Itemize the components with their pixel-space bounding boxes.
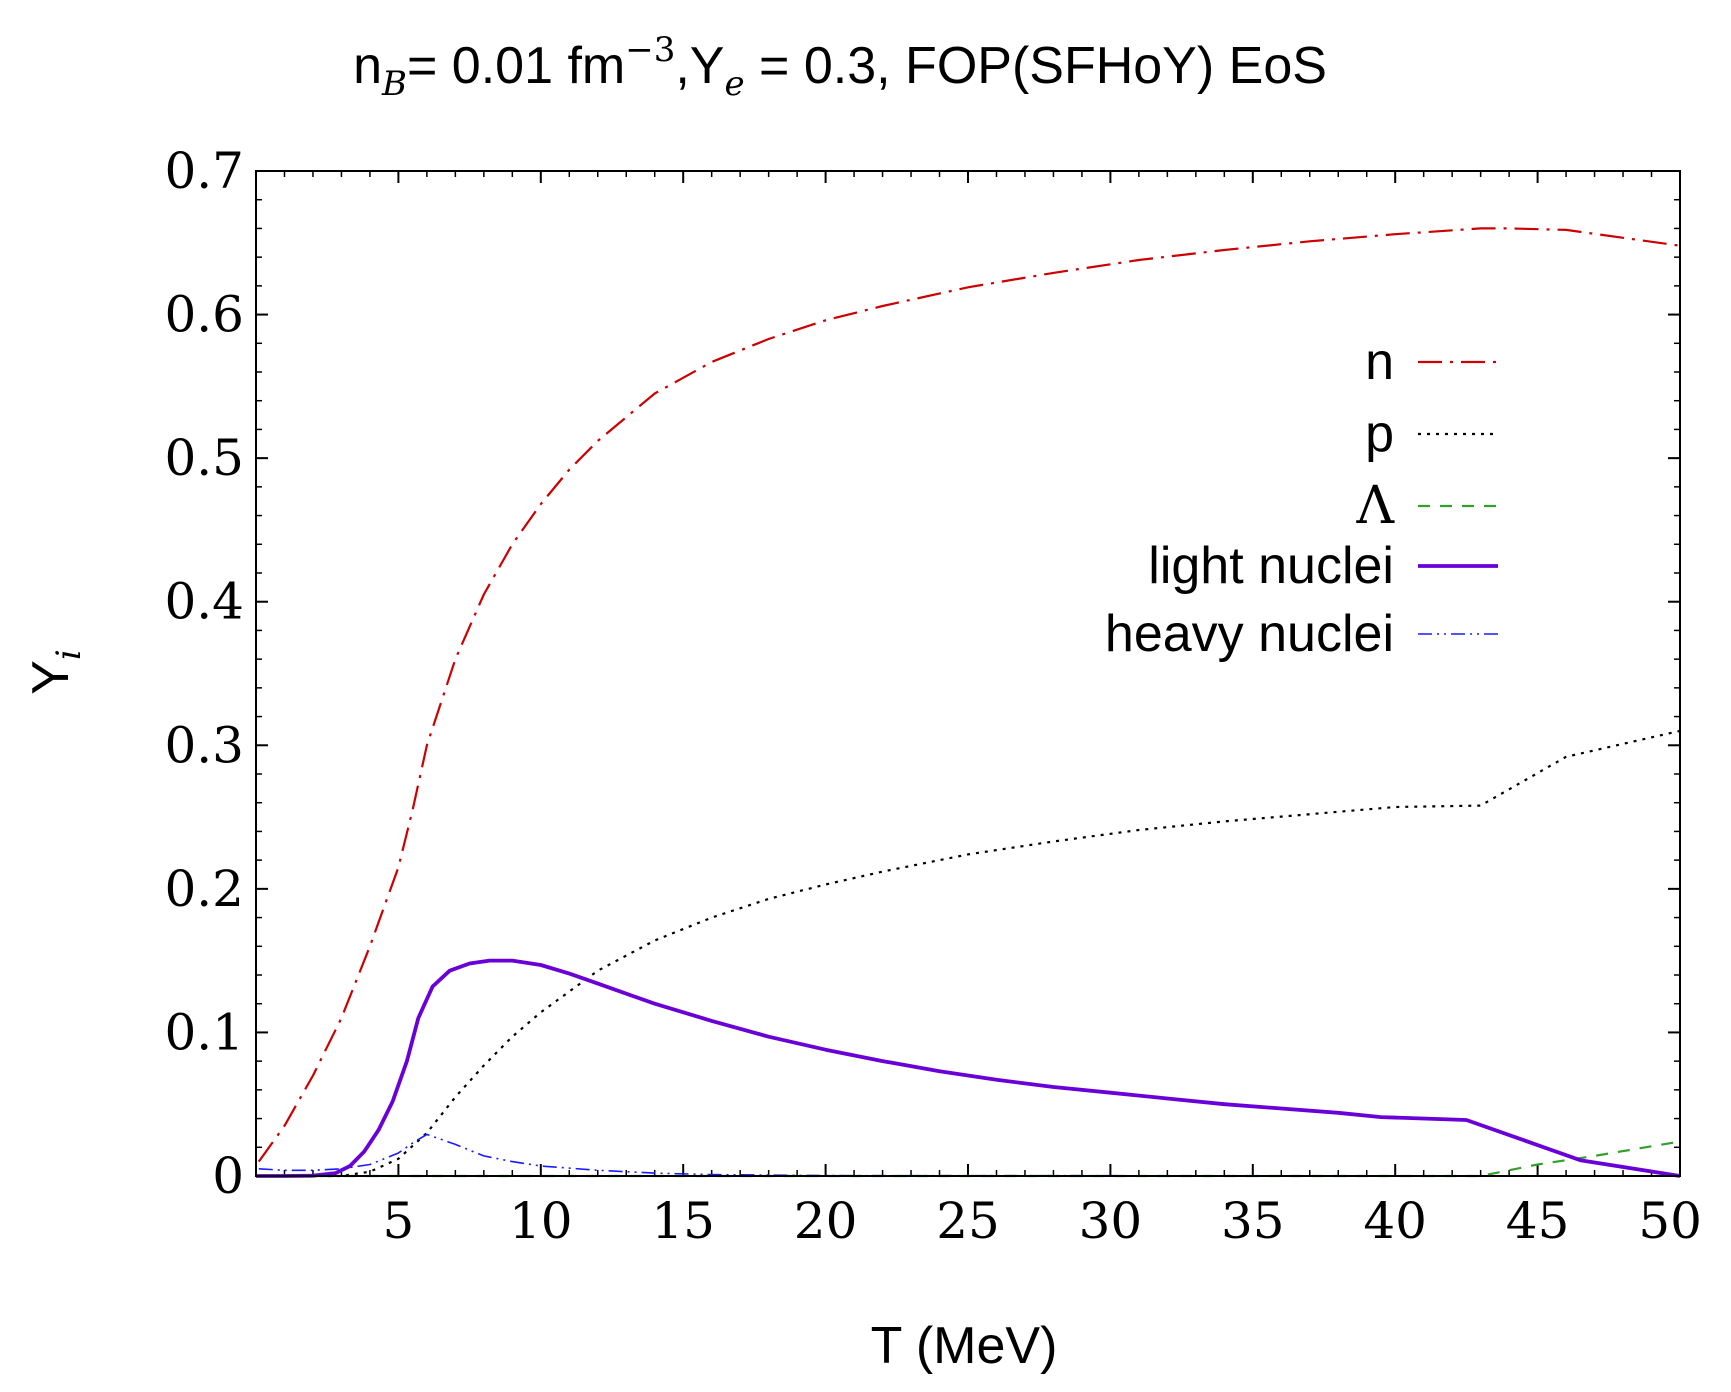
title-density: = 0.01 fm [407,37,625,95]
series-layer [256,227,1681,1178]
legend-label-n: n [1365,333,1394,391]
chart-title: nB= 0.01 fm−3,Ye = 0.3, FOP(SFHoY) EoS [353,30,1327,104]
series-line-light-nuclei [256,958,1681,1178]
x-tick-label: 15 [651,1192,715,1250]
y-tick-label: 0 [212,1147,244,1205]
title-b-subscript: B [381,64,407,104]
x-tick-label: 10 [509,1192,573,1250]
x-tick-label: 20 [794,1192,858,1250]
x-tick-label: 5 [382,1192,414,1250]
plot-frame [255,170,1681,1177]
series-line-n [257,227,1681,1163]
y-tick-label: 0.6 [164,286,244,344]
legend-label-lambda: Λ [1355,476,1395,536]
title-exponent: −3 [625,30,675,70]
x-tick-label: 35 [1221,1192,1285,1250]
y-axis-label-sub: i [49,649,89,660]
legend-label-light-nuclei: light nuclei [1148,537,1394,595]
y-tick-label: 0.7 [164,142,244,200]
x-axis-label: T (MeV) [871,1317,1058,1375]
title-comma-y: ,Y [675,37,724,95]
y-tick-label: 0.4 [164,573,244,631]
title-rest: = 0.3, FOP(SFHoY) EoS [745,37,1327,95]
x-tick-label: 25 [936,1192,1000,1250]
x-tick-label: 50 [1638,1192,1702,1250]
title-e-subscript: e [724,64,744,104]
y-tick-label: 0.2 [164,860,244,918]
x-tick-label: 45 [1506,1192,1570,1250]
series-line-p [256,729,1681,1178]
tick-labels-layer: 0 0.1 0.2 0.3 0.4 0.5 0.6 0.7 5 10 15 20 25 30 35 40 45 5… [164,142,1702,1250]
y-tick-label: 0.1 [164,1003,244,1061]
y-tick-label: 0.3 [164,716,244,774]
legend-label-p: p [1365,405,1394,463]
legend-label-heavy-nuclei: heavy nuclei [1105,605,1394,663]
series-line-heavy-nuclei [258,1133,1681,1177]
y-tick-label: 0.5 [164,429,244,487]
ticks-layer [256,170,1681,1177]
y-axis-label-main: Y [22,660,80,695]
x-tick-label: 40 [1363,1192,1427,1250]
x-tick-label: 30 [1079,1192,1143,1250]
title-n: n [353,37,382,95]
y-axis-label: Yi [22,649,89,695]
